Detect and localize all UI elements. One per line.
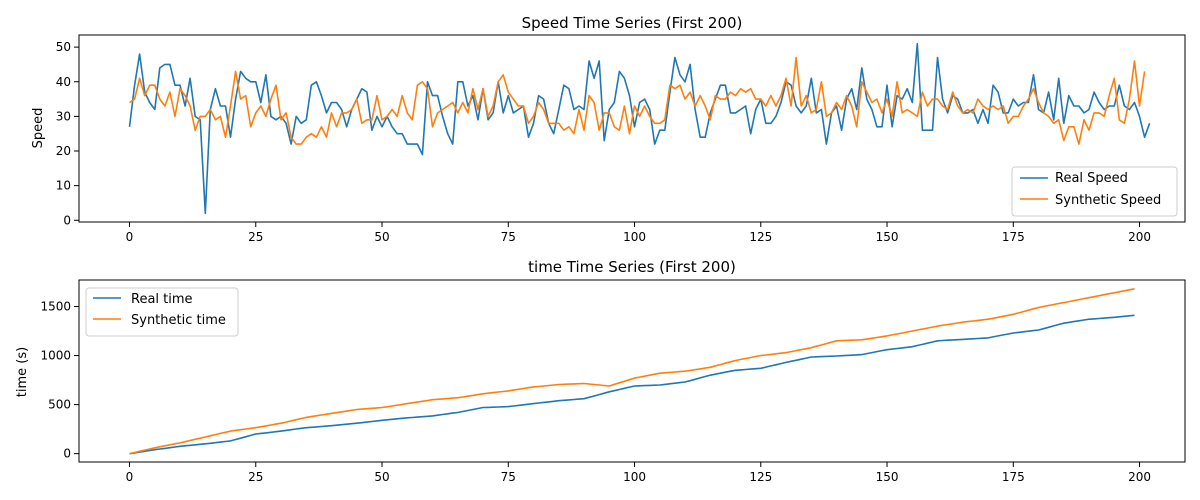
speed-plot-area: 0 25 50 75 100 125 150 175 200 0 10 20 30 40 50: [56, 34, 1186, 244]
time-legend: Real time Synthetic time: [85, 287, 239, 337]
time-axes-frame: [78, 279, 1186, 463]
speed-x-tick-label: 125: [749, 230, 772, 244]
time-series-synthetic-line: [129, 288, 1135, 455]
speed-legend-box: [1011, 166, 1178, 217]
time-y-axis-label: time (s): [15, 347, 30, 397]
speed-y-tick-label: 30: [56, 109, 71, 123]
speed-y-tick-label: 20: [56, 144, 71, 158]
speed-x-tick-label: 200: [1128, 230, 1151, 244]
speed-x-tick-label: 0: [126, 230, 134, 244]
time-y-tick-label: 1000: [40, 349, 71, 363]
speed-chart-title: Speed Time Series (First 200): [522, 14, 743, 32]
time-y-tick-label: 0: [63, 447, 71, 461]
speed-legend-label-synthetic: Synthetic Speed: [1055, 193, 1161, 208]
speed-legend: Real Speed Synthetic Speed: [1011, 166, 1178, 217]
speed-x-tick-label: 150: [876, 230, 899, 244]
speed-chart: Speed Time Series (First 200) Speed 0 25 5…: [31, 14, 1186, 244]
speed-y-axis-label: Speed: [31, 108, 46, 149]
speed-x-tick-label: 175: [1002, 230, 1025, 244]
speed-axes-frame: [78, 34, 1186, 223]
speed-x-tick-label: 25: [248, 230, 263, 244]
time-y-tick-label: 500: [48, 398, 71, 412]
time-x-tick-label: 50: [374, 470, 389, 484]
time-x-tick-label: 0: [126, 470, 134, 484]
speed-y-tick-label: 10: [56, 179, 71, 193]
time-legend-label-real: Real time: [131, 292, 193, 307]
speed-legend-label-real: Real Speed: [1055, 171, 1128, 186]
speed-series-real-line: [128, 42, 1151, 215]
speed-y-tick-label: 0: [63, 213, 71, 227]
speed-series-synthetic-line: [129, 56, 1146, 145]
time-x-tick-label: 75: [501, 470, 516, 484]
speed-y-tick-label: 40: [56, 75, 71, 89]
speed-x-tick-label: 50: [374, 230, 389, 244]
time-chart-title: time Time Series (First 200): [528, 258, 736, 276]
time-legend-label-synthetic: Synthetic time: [131, 313, 226, 328]
time-x-tick-label: 125: [749, 470, 772, 484]
time-x-tick-label: 200: [1128, 470, 1151, 484]
time-y-tick-label: 1500: [40, 299, 71, 313]
speed-x-tick-label: 75: [501, 230, 516, 244]
time-legend-box: [85, 287, 239, 337]
time-x-tick-label: 100: [623, 470, 646, 484]
speed-x-tick-label: 100: [623, 230, 646, 244]
time-chart: time Time Series (First 200) time (s) 0 2…: [15, 258, 1186, 484]
time-x-tick-label: 175: [1002, 470, 1025, 484]
time-x-tick-label: 150: [876, 470, 899, 484]
time-x-tick-label: 25: [248, 470, 263, 484]
speed-y-tick-label: 50: [56, 40, 71, 54]
time-series-real-line: [129, 314, 1135, 455]
time-plot-area: 0 25 50 75 100 125 150 175 200 0 500 1000 1500: [40, 279, 1186, 484]
